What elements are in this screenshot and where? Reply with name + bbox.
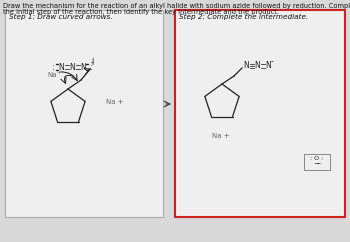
Text: N: N — [80, 62, 86, 71]
Text: N: N — [254, 61, 260, 70]
Text: -: - — [271, 58, 273, 67]
Text: Step 1: Draw curved arrows.: Step 1: Draw curved arrows. — [9, 14, 112, 20]
Text: :: : — [52, 62, 54, 71]
Text: : O :: : O : — [310, 157, 324, 161]
Text: Na: Na — [47, 72, 56, 78]
Text: Na +: Na + — [212, 133, 230, 139]
Text: N: N — [265, 61, 271, 70]
Bar — [304, 154, 330, 170]
Text: -: - — [91, 59, 93, 68]
Bar — [5, 10, 163, 217]
Text: Step 2: Complete the intermediate.: Step 2: Complete the intermediate. — [179, 14, 308, 20]
Text: I: I — [91, 58, 93, 67]
Bar — [175, 10, 345, 217]
Text: N: N — [243, 61, 249, 70]
Text: Draw the mechanism for the reaction of an alkyl halide with sodium azide followe: Draw the mechanism for the reaction of a… — [3, 3, 350, 9]
Text: the initial step of the reaction, then identify the key intermediate and the pro: the initial step of the reaction, then i… — [3, 9, 279, 15]
Text: ──: ── — [314, 162, 320, 167]
Text: N: N — [69, 62, 75, 71]
Text: :: : — [90, 62, 92, 71]
Text: +: + — [56, 69, 61, 75]
Text: N: N — [58, 62, 64, 71]
Text: Na +: Na + — [106, 99, 124, 105]
